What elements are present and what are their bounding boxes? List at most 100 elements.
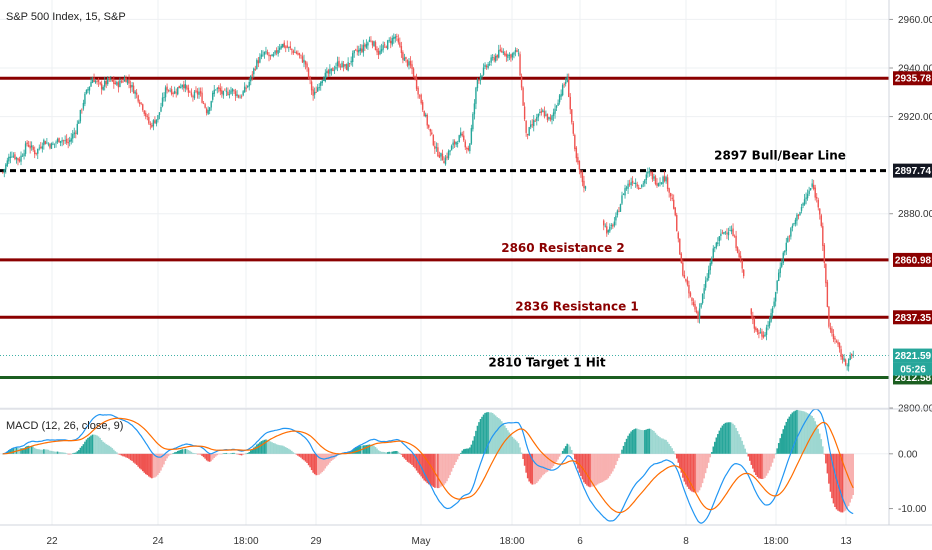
candle-body — [683, 274, 686, 279]
candle — [85, 89, 88, 95]
macd-histogram-bar — [718, 430, 721, 454]
candle — [739, 251, 742, 263]
candle — [260, 50, 263, 60]
candle — [533, 115, 535, 132]
macd-histogram-bar — [186, 449, 188, 454]
macd-histogram-bar — [202, 453, 205, 458]
candle — [455, 141, 457, 148]
macd-histogram-bar — [269, 441, 272, 454]
candle-body — [257, 60, 260, 64]
candle-body — [256, 59, 258, 69]
candle-body — [243, 86, 246, 93]
candle-body — [283, 42, 285, 48]
macd-histogram-bar — [800, 410, 803, 454]
macd-histogram-bar — [543, 453, 546, 475]
candle-body — [251, 74, 253, 76]
current-price-box — [893, 348, 932, 363]
candle — [732, 223, 734, 237]
candle — [177, 87, 179, 96]
macd-histogram-bar — [228, 453, 231, 455]
macd-histogram-bar — [793, 411, 795, 454]
candle-body — [358, 49, 360, 53]
candle — [119, 77, 121, 88]
candle-body — [551, 115, 553, 121]
candle — [140, 102, 142, 106]
macd-histogram-bar — [677, 453, 680, 463]
level-price-tag: 2860.98 — [893, 252, 932, 267]
candle-body — [114, 82, 117, 85]
candle-body — [97, 79, 100, 82]
candle-body — [479, 76, 482, 81]
candle — [730, 225, 733, 235]
price-tag-text: 2897.74 — [895, 166, 932, 177]
candle — [476, 77, 479, 92]
macd-histogram-bar — [826, 453, 829, 474]
candle-body — [466, 147, 468, 149]
candle — [44, 140, 47, 145]
candle-body — [222, 91, 225, 96]
candle — [332, 67, 334, 72]
candle-body — [837, 341, 839, 345]
macd-histogram-bar — [164, 453, 167, 461]
macd-histogram-bar — [470, 444, 473, 454]
macd-histogram-bar — [563, 448, 565, 454]
candle — [70, 133, 72, 145]
candle-body — [844, 359, 847, 365]
candle — [475, 86, 477, 110]
candle-body — [552, 112, 555, 116]
candle-body — [545, 114, 547, 116]
candle — [87, 86, 89, 94]
candle-body — [376, 49, 378, 53]
candle-body — [90, 82, 92, 87]
candle-body — [52, 143, 54, 145]
candle — [832, 329, 835, 343]
candle-body — [453, 141, 456, 145]
macd-histogram-bar — [834, 453, 836, 507]
candle-body — [91, 78, 94, 83]
candle-body — [615, 215, 617, 221]
candle — [172, 91, 174, 98]
macd-histogram-bar — [275, 444, 278, 454]
candle-body — [368, 39, 371, 42]
candle-body — [93, 78, 95, 83]
macd-histogram-bar — [222, 453, 225, 454]
candle-body — [727, 232, 730, 236]
macd-histogram-bar — [388, 451, 390, 454]
candle-body — [788, 236, 791, 238]
macd-histogram-bar — [619, 453, 622, 455]
candle-body — [183, 84, 185, 89]
candle-body — [452, 142, 454, 146]
candle — [181, 84, 183, 90]
candle-body — [132, 85, 135, 94]
macd-histogram-bar — [482, 414, 485, 454]
macd-histogram-bar — [569, 446, 572, 454]
candle-body — [365, 44, 368, 48]
candle — [610, 223, 613, 230]
candle-body — [406, 59, 409, 66]
candle-body — [488, 63, 491, 65]
candle — [709, 260, 711, 275]
candle-body — [764, 334, 766, 337]
macd-histogram-bar — [695, 453, 698, 493]
candle-body — [385, 46, 387, 48]
candle — [38, 144, 40, 151]
candle — [765, 324, 768, 341]
candle — [69, 136, 71, 147]
candle — [491, 54, 494, 61]
candle — [669, 192, 672, 202]
candle-body — [82, 102, 85, 109]
macd-histogram-bar — [319, 453, 322, 474]
macd-histogram-bar — [102, 441, 104, 454]
candle-body — [250, 75, 252, 82]
candle-body — [663, 176, 666, 181]
candle — [335, 62, 337, 71]
candle-body — [224, 89, 226, 91]
candle — [35, 152, 37, 156]
macd-histogram-bar — [172, 453, 174, 454]
candle-body — [455, 141, 457, 145]
candle-body — [469, 143, 471, 152]
candle-body — [581, 172, 584, 183]
candle — [517, 49, 520, 57]
candle-body — [239, 97, 241, 99]
